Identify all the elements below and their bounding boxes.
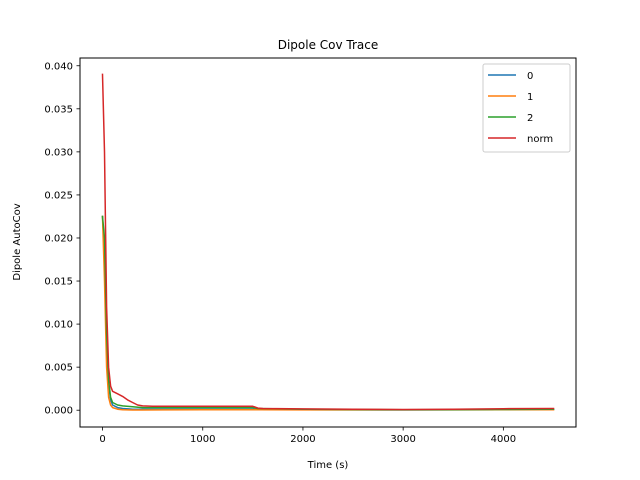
x-tick-label: 0 bbox=[99, 434, 105, 445]
y-tick-label: 0.020 bbox=[44, 233, 73, 244]
x-axis: 0 1000 2000 3000 4000 bbox=[99, 427, 516, 445]
legend-label: 1 bbox=[527, 92, 533, 103]
legend-label: 0 bbox=[527, 71, 533, 82]
y-tick-label: 0.000 bbox=[44, 406, 73, 417]
y-tick-label: 0.040 bbox=[44, 61, 73, 72]
legend-box bbox=[482, 63, 571, 153]
legend-label: 2 bbox=[527, 113, 533, 124]
legend: 0 1 2 norm bbox=[482, 63, 571, 153]
y-tick-label: 0.025 bbox=[44, 190, 73, 201]
x-tick-label: 4000 bbox=[491, 434, 516, 445]
series-layer bbox=[101, 73, 555, 411]
x-tick-label: 3000 bbox=[390, 434, 415, 445]
y-tick-label: 0.030 bbox=[44, 147, 73, 158]
plot-area bbox=[79, 57, 577, 428]
y-tick-label: 0.015 bbox=[44, 277, 73, 288]
y-axis-label: Dipole AutoCov bbox=[12, 203, 23, 280]
legend-label: norm bbox=[527, 134, 553, 145]
x-tick-label: 2000 bbox=[290, 434, 315, 445]
y-axis: 0.000 0.005 0.010 0.015 0.020 0.025 0.030 0.035… bbox=[44, 61, 80, 417]
y-tick-label: 0.010 bbox=[44, 320, 73, 331]
y-tick-label: 0.005 bbox=[44, 363, 73, 374]
x-axis-label: Time (s) bbox=[307, 460, 349, 471]
chart-title: Dipole Cov Trace bbox=[278, 38, 379, 52]
axes-frame bbox=[79, 57, 577, 428]
series-line-norm bbox=[101, 73, 555, 411]
x-tick-label: 1000 bbox=[190, 434, 215, 445]
y-tick-label: 0.035 bbox=[44, 104, 73, 115]
